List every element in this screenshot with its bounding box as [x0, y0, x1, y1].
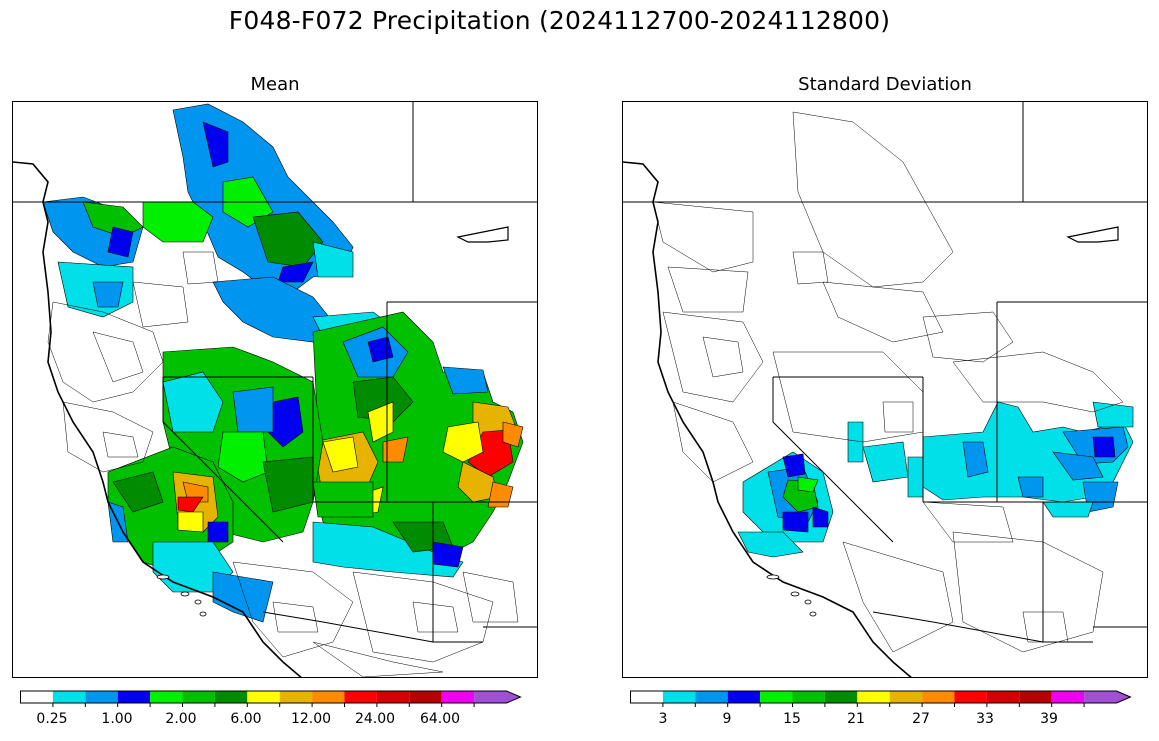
colorbar-swatch [117, 691, 151, 703]
colorbar-swatch [182, 691, 215, 703]
colorbar-swatch [279, 691, 313, 703]
colorbar-swatch [695, 691, 728, 703]
colorbar-outline [20, 690, 522, 704]
map-stddev[interactable] [622, 101, 1148, 678]
colorbar-mean-bar [20, 690, 522, 707]
colorbar-mean-tick-label: 0.25 [36, 711, 68, 727]
figure-title: F048-F072 Precipitation (2024112700-2024… [228, 6, 891, 35]
colorbar-swatch [857, 691, 890, 703]
colorbar-swatch [1051, 691, 1085, 703]
colorbar-swatch [247, 691, 280, 703]
map-mean[interactable] [12, 101, 538, 678]
colorbar-swatch [727, 691, 761, 703]
colorbar-swatch [441, 691, 475, 703]
colorbar-stddev-tick-label: 39 [1040, 711, 1058, 727]
colorbar-mean-tick-label: 64.00 [419, 711, 461, 727]
colorbar-stddev-bar [630, 690, 1132, 707]
colorbar-swatch [409, 691, 442, 703]
colorbar-swatch [954, 691, 987, 703]
colorbar-stddev-tick-label: 21 [847, 711, 865, 727]
colorbar-swatch [20, 691, 53, 703]
panel-title-mean: Mean [250, 74, 300, 95]
map-stddev-canvas [623, 102, 1147, 677]
colorbar-swatch [312, 691, 345, 703]
colorbar-stddev-tick-label: 3 [658, 711, 668, 727]
colorbar-swatch [214, 691, 248, 703]
colorbar-swatch [792, 691, 825, 703]
colorbar-swatch [986, 691, 1020, 703]
colorbar-swatch [474, 691, 521, 703]
colorbar-swatch [344, 691, 377, 703]
colorbar-swatch [662, 691, 696, 703]
colorbar-swatch [150, 691, 183, 703]
colorbar-mean-tick-label: 1.00 [101, 711, 133, 727]
colorbar-swatch [1019, 691, 1052, 703]
colorbar-stddev-tick-label: 15 [783, 711, 801, 727]
colorbar-outline [630, 690, 1132, 704]
colorbar-mean-tick-label: 12.00 [290, 711, 332, 727]
colorbar-stddev-tick-label: 9 [722, 711, 732, 727]
colorbar-swatch [922, 691, 955, 703]
colorbar-swatch [1084, 691, 1131, 703]
colorbar-swatch [824, 691, 858, 703]
colorbar-mean-tick-label: 24.00 [354, 711, 396, 727]
colorbar-mean [20, 690, 532, 718]
colorbar-swatch [630, 691, 663, 703]
colorbar-mean-tick-label: 6.00 [230, 711, 262, 727]
panel-title-stddev: Standard Deviation [798, 74, 972, 95]
colorbar-stddev-tick-label: 33 [976, 711, 994, 727]
colorbar-swatch [889, 691, 923, 703]
colorbar-swatch [85, 691, 118, 703]
colorbar-swatch [760, 691, 793, 703]
map-mean-canvas [13, 102, 537, 677]
colorbar-swatch [376, 691, 410, 703]
colorbar-stddev [630, 690, 1142, 718]
colorbar-mean-tick-label: 2.00 [165, 711, 197, 727]
colorbar-stddev-tick-label: 27 [912, 711, 930, 727]
colorbar-swatch [52, 691, 86, 703]
